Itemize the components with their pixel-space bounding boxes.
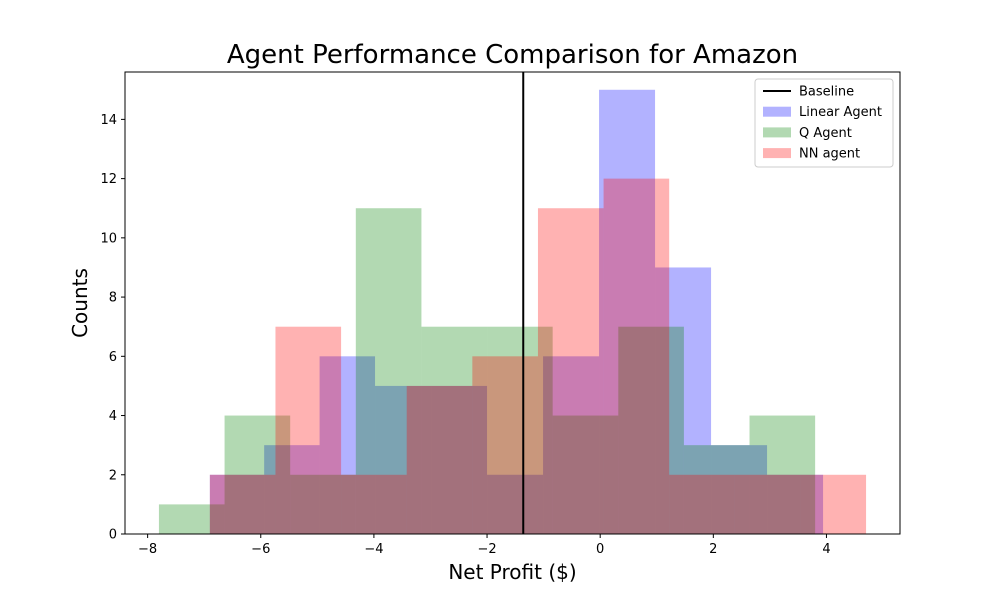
- histogram-bar: [543, 356, 600, 534]
- histogram-bar: [487, 326, 553, 534]
- histogram-bar: [711, 445, 768, 534]
- x-tick-label: 4: [822, 542, 830, 557]
- histogram-bar: [431, 385, 488, 534]
- y-tick-label: 2: [109, 468, 117, 483]
- x-tick-label: −2: [477, 542, 496, 557]
- histogram-bar: [487, 474, 544, 534]
- histogram-bar: [618, 326, 684, 534]
- x-axis-label: Net Profit ($): [448, 560, 576, 584]
- histogram-bar: [275, 326, 342, 534]
- histogram-bar: [603, 178, 670, 534]
- y-tick-label: 4: [109, 409, 117, 424]
- histogram-bar: [209, 474, 265, 534]
- histogram-bar: [209, 474, 276, 534]
- histogram-bar: [767, 474, 824, 534]
- legend-label: Baseline: [799, 85, 854, 100]
- histogram-bar: [734, 474, 801, 534]
- legend-swatch: [763, 127, 791, 138]
- series-nn-agent: [209, 178, 867, 534]
- histogram-bar: [406, 385, 473, 534]
- chart-title: Agent Performance Comparison for Amazon: [227, 40, 798, 70]
- y-axis-ticks: 0 2 4 6 8 10 12 14: [100, 113, 125, 543]
- legend-label: NN agent: [799, 147, 860, 162]
- histogram-bar: [749, 415, 816, 534]
- x-axis-ticks: −8 −6 −4 −2 0 2 4: [138, 534, 831, 557]
- y-axis-label: Counts: [68, 268, 92, 338]
- legend-box: [754, 78, 894, 168]
- legend-swatch: [763, 148, 791, 159]
- histogram-bar: [355, 208, 422, 534]
- y-tick-label: 10: [100, 231, 117, 246]
- y-tick-label: 0: [109, 528, 117, 543]
- histogram-bar: [683, 445, 750, 534]
- x-tick-label: −6: [251, 542, 270, 557]
- histogram-bar: [599, 89, 656, 535]
- histogram-bar: [421, 326, 488, 534]
- histogram-bar: [655, 267, 712, 534]
- y-tick-label: 14: [100, 113, 117, 128]
- histogram-bars: [158, 89, 867, 535]
- histogram-bar: [319, 356, 376, 534]
- axes-frame: [124, 71, 901, 535]
- y-tick-label: 12: [100, 172, 117, 187]
- histogram-bar: [224, 415, 291, 534]
- series-q-agent: [158, 208, 816, 534]
- legend-label: Q Agent: [799, 126, 852, 141]
- histogram-bar: [264, 445, 320, 534]
- histogram-bar: [341, 474, 407, 534]
- x-tick-label: −4: [364, 542, 383, 557]
- histogram-bar: [800, 474, 867, 534]
- x-tick-label: 2: [709, 542, 717, 557]
- histogram-bar: [158, 504, 225, 534]
- histogram-bar: [552, 415, 619, 534]
- legend-label: Linear Agent: [799, 105, 882, 120]
- histogram-bar: [537, 208, 604, 534]
- histogram-bar: [375, 385, 432, 534]
- x-tick-label: −8: [138, 542, 157, 557]
- histogram-bar: [472, 356, 538, 534]
- series-linear-agent: [209, 89, 824, 535]
- legend: Baseline Linear Agent Q Agent NN agent: [754, 78, 894, 168]
- x-tick-label: 0: [596, 542, 604, 557]
- y-tick-label: 6: [109, 350, 117, 365]
- y-tick-label: 8: [109, 291, 117, 306]
- histogram-bar: [290, 474, 356, 534]
- histogram-bar: [669, 474, 735, 534]
- legend-swatch: [763, 106, 791, 117]
